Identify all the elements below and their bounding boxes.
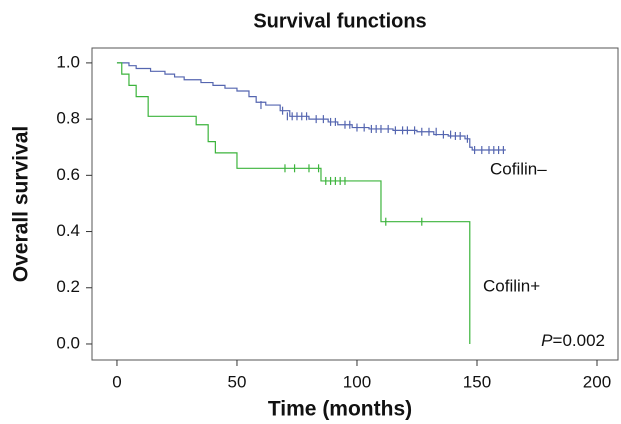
x-axis-label: Time (months) (268, 398, 412, 421)
x-tick-label: 200 (583, 372, 611, 391)
series-label: Cofilin+ (483, 276, 540, 295)
y-tick-label: 0.0 (56, 333, 80, 352)
p-symbol: P (541, 331, 553, 350)
y-tick-label: 0.6 (56, 165, 80, 184)
series-label: Cofilin– (490, 159, 547, 178)
p-value: =0.002 (553, 331, 605, 350)
x-tick-label: 50 (228, 372, 247, 391)
x-tick-label: 100 (343, 372, 371, 391)
y-tick-label: 0.8 (56, 109, 80, 128)
x-tick-label: 150 (463, 372, 491, 391)
p-value-annotation: P=0.002 (541, 331, 605, 350)
survival-curve (116, 62, 506, 151)
plot-frame (91, 47, 619, 361)
y-tick-label: 0.4 (56, 221, 80, 240)
survival-curve (116, 62, 471, 344)
x-tick-label: 0 (112, 372, 121, 391)
y-tick-label: 1.0 (56, 52, 80, 71)
y-tick-label: 0.2 (56, 277, 80, 296)
y-axis-label: Overall survival (10, 126, 33, 282)
chart-title: Survival functions (253, 10, 426, 32)
